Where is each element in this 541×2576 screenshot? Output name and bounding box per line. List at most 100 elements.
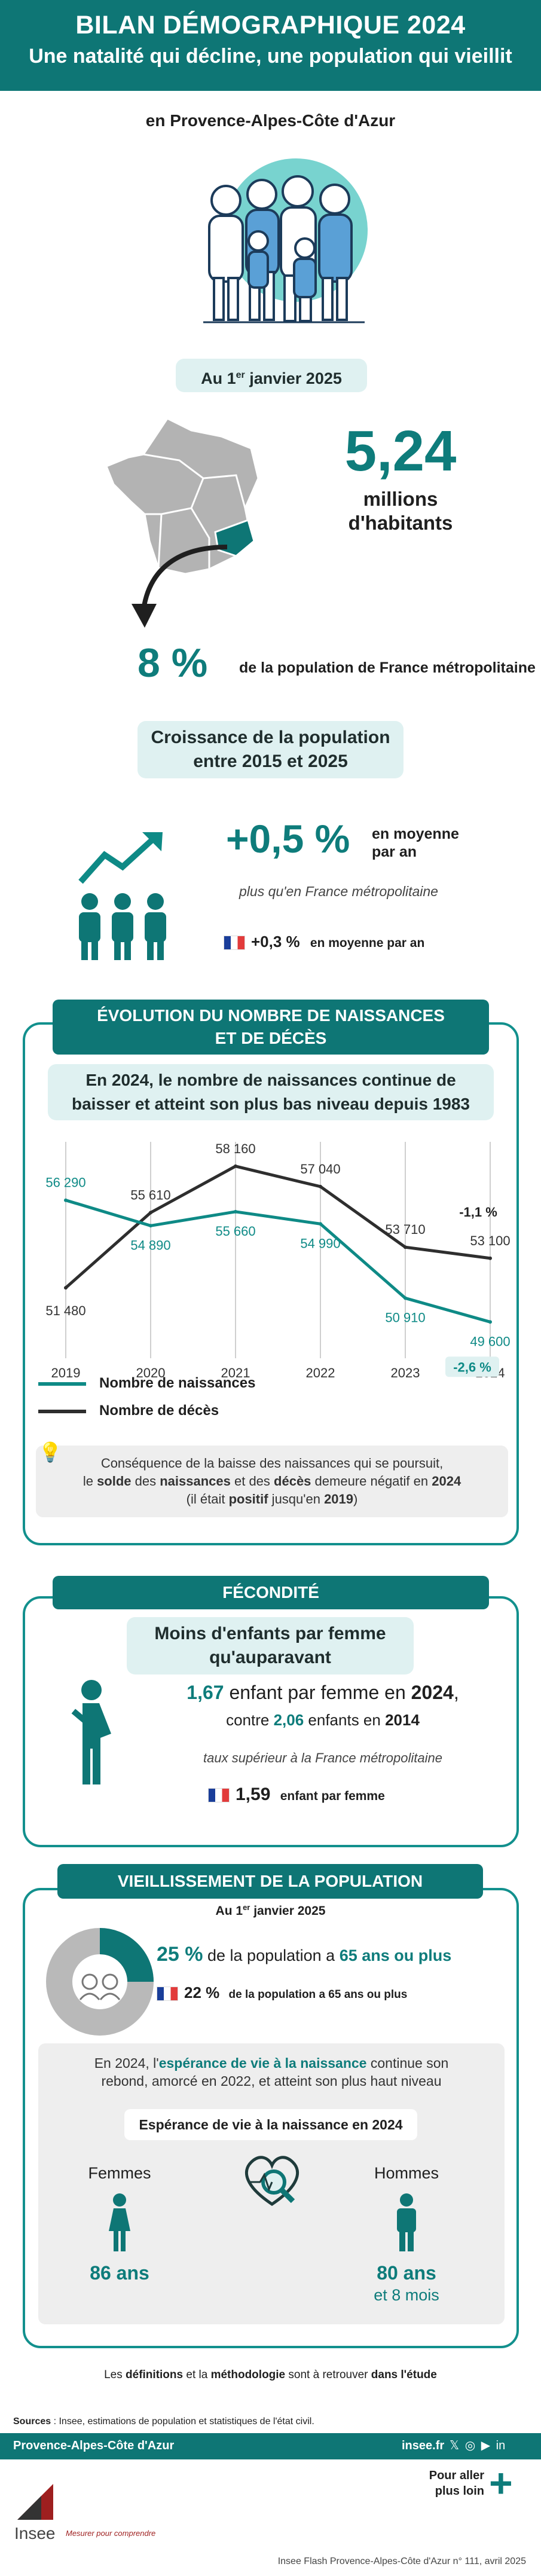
note2g: demeure négatif en [311,1474,432,1489]
instagram-icon[interactable]: ◎ [464,2439,476,2452]
births-change-label: -2,6 % [453,1359,491,1374]
fertility-france: 1,59 enfant par femme [208,1784,385,1805]
aging-france-label: de la population a 65 ans ou plus [228,1988,408,2001]
insee-site-link[interactable]: insee.fr [402,2439,445,2452]
plus-icon[interactable]: + [489,2461,513,2506]
aging-france: 22 % de la population a 65 ans ou plus [157,1984,407,2002]
insee-tagline: Mesurer pour comprendre [66,2529,156,2538]
life-text-1a: En 2024, l' [94,2055,159,2071]
linkedin-icon[interactable]: in [496,2439,506,2452]
france-flag-icon [157,1987,178,2001]
deaths-point [404,1245,407,1249]
note3c: jusqu'en [268,1492,325,1507]
deaths-point [319,1184,322,1188]
deaths-point [234,1164,237,1168]
x-icon[interactable]: 𝕏 [450,2439,460,2452]
births-data-label: 56 290 [45,1175,85,1190]
men-value: 80 ans [377,2262,436,2284]
note-line3: (il était positif jusqu'en 2019) [36,1490,508,1508]
note2b: solde [97,1474,132,1489]
legend-births-swatch [38,1382,86,1386]
deaths-point [488,1256,492,1260]
france-flag-icon [224,936,245,951]
population-date-pill: Au 1er janvier 2025 [176,359,367,392]
more-line1: Pour aller [429,2469,484,2482]
fertility-line2: contre 2,06 enfants en 2014 [143,1706,502,1734]
births-line [65,1199,491,1324]
more-info[interactable]: Pour aller plus loin [412,2468,484,2499]
x-tick-label: 2020 [136,1365,166,1380]
fertility-year-2024: 2024 [411,1682,454,1703]
header-banner: BILAN DÉMOGRAPHIQUE 2024 Une natalité qu… [0,0,541,91]
pregnant-woman-icon [71,1680,111,1784]
family-illustration [203,158,368,323]
life-text-line1: En 2024, l'espérance de vie à la naissan… [38,2054,505,2072]
headline-line1: En 2024, le nombre de naissances continu… [85,1071,456,1089]
sources-text: : Insee, estimations de population et st… [51,2416,314,2427]
meth-a: Les [104,2369,126,2381]
legend-deaths-swatch [38,1409,86,1413]
growth-value: +0,5 % [226,817,350,861]
aging-share-text-a: de la population a [203,1946,340,1964]
donut-share-65 [46,1928,154,2036]
population-unit: millions d'habitants [323,487,478,535]
aging-share-text-b: 65 ans ou plus [339,1946,452,1964]
growth-france: +0,3 % en moyenne par an [224,933,424,951]
x-tick-label: 2022 [306,1365,335,1380]
aging-title: VIEILLISSEMENT DE LA POPULATION [57,1864,483,1899]
elderly-couple-icon [79,1973,121,2000]
fertility-text-a: enfant par femme en [224,1682,411,1703]
deaths-data-label: 53 100 [470,1233,510,1248]
insee-logo-text: Insee [14,2524,56,2543]
life-text-1b: espérance de vie à la naissance [158,2055,367,2071]
page-title: BILAN DÉMOGRAPHIQUE 2024 [75,11,466,39]
note2e: et des [230,1474,274,1489]
women-label: Femmes [88,2164,151,2182]
man-icon [397,2193,416,2251]
legend-deaths-label: Nombre de décès [99,1402,219,1419]
aging-donut-chart [46,1928,154,2036]
youtube-icon[interactable]: ▶ [481,2439,491,2452]
unit-line1: millions [363,488,438,510]
note2f: décès [274,1474,311,1489]
growth-label-line1: en moyenne [372,826,459,842]
fertility-values: 1,67 enfant par femme en 2024, contre 2,… [143,1679,502,1734]
methodology-note: Les définitions et la méthodologie sont … [0,2369,541,2382]
fertility-text-c: contre [226,1711,274,1729]
births-point [149,1224,152,1228]
note2h: 2024 [432,1474,461,1489]
date-suffix: janvier 2025 [244,369,342,387]
aging-share-value: 25 % [157,1943,203,1966]
births-data-label: 54 990 [300,1236,340,1251]
births-deaths-title-line1: ÉVOLUTION DU NOMBRE DE NAISSANCES [97,1006,445,1025]
growth-title-line2: entre 2015 et 2025 [193,751,348,771]
men-value-extra: et 8 mois [374,2286,439,2304]
meth-f[interactable]: dans l'étude [371,2369,437,2381]
footer-region: Provence-Alpes-Côte d'Azur [13,2439,175,2452]
population-share: 8 % [137,640,208,686]
deaths-data-label: 51 480 [45,1303,85,1318]
meth-b[interactable]: définitions [126,2369,184,2381]
note2c: des [131,1474,160,1489]
woman-icon [109,2193,130,2251]
note3b: positif [228,1492,268,1507]
births-point [64,1198,68,1202]
growth-compare: plus qu'en France métropolitaine [239,884,438,899]
population-value: 5,24 [344,419,457,483]
aging-date-sup: er [243,1903,250,1912]
life-expectancy-title: Espérance de vie à la naissance en 2024 [124,2109,417,2140]
note-line1: Conséquence de la baisse des naissances … [100,1456,444,1471]
fertility-value-2024: 1,67 [187,1682,224,1703]
births-point [319,1222,322,1226]
insee-logo-icon [17,2484,53,2520]
legend: Nombre de naissances Nombre de décès [38,1375,255,1419]
meth-d[interactable]: méthodologie [210,2369,286,2381]
deaths-data-label: 58 160 [215,1141,255,1156]
births-deaths-title: ÉVOLUTION DU NOMBRE DE NAISSANCES ET DE … [53,1000,489,1055]
lightbulb-icon: 💡 [38,1441,62,1463]
deaths-data-label: 55 610 [130,1187,170,1202]
page-subtitle: Une natalité qui décline, une population… [29,45,512,68]
note2d: naissances [160,1474,231,1489]
life-text-line2: rebond, amorcé en 2022, et atteint son p… [101,2073,442,2089]
